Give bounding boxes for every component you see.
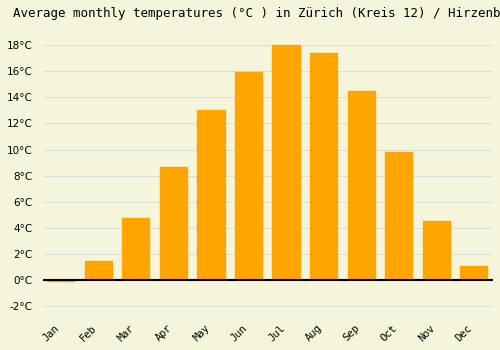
Bar <box>310 53 338 280</box>
Bar <box>385 152 414 280</box>
Title: Average monthly temperatures (°C ) in Zürich (Kreis 12) / Hirzenbach: Average monthly temperatures (°C ) in Zü… <box>13 7 500 20</box>
Bar <box>47 280 76 282</box>
Bar <box>122 218 150 280</box>
Bar <box>460 266 488 280</box>
Bar <box>160 167 188 280</box>
Bar <box>198 110 226 280</box>
Bar <box>235 72 263 280</box>
Bar <box>272 45 300 280</box>
Bar <box>85 261 113 280</box>
Bar <box>422 222 451 280</box>
Bar <box>348 91 376 280</box>
